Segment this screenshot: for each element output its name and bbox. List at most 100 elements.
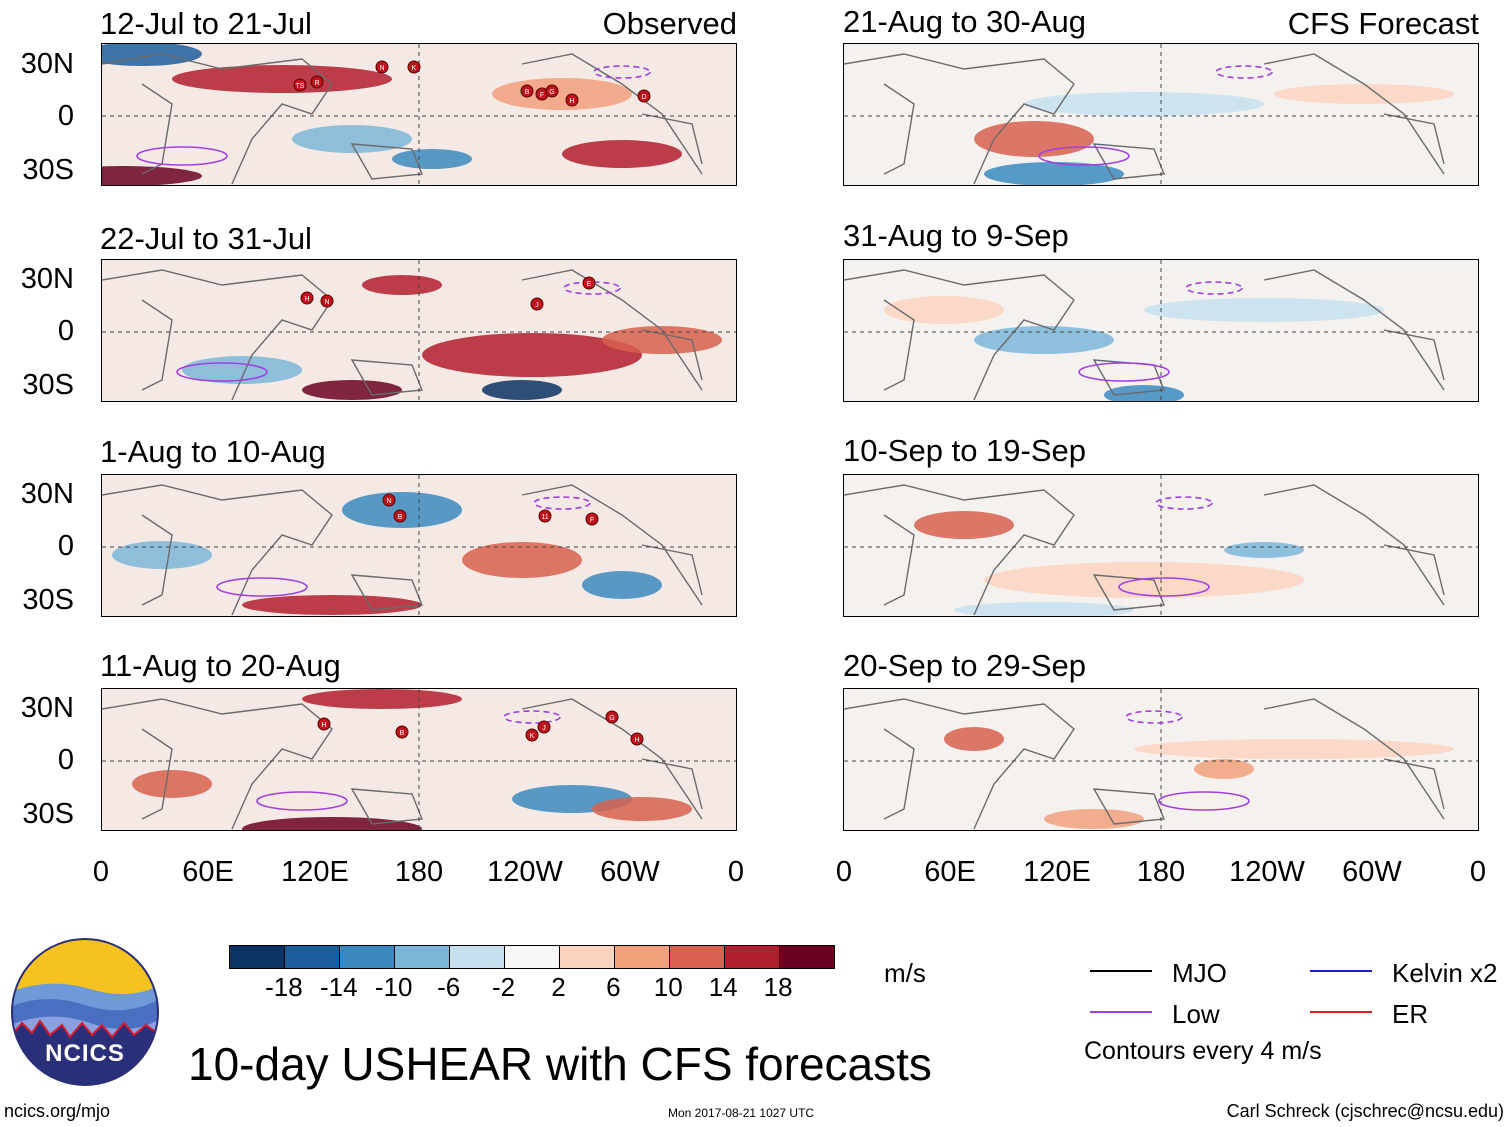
colorbar-tick-label: 14 <box>708 972 738 1002</box>
coastline <box>102 53 703 185</box>
shear-anomaly-region <box>102 166 202 185</box>
lat-label-eq: 0 <box>57 100 74 132</box>
shear-anomaly-region <box>302 380 402 400</box>
lat-label-30n: 30N <box>20 48 74 80</box>
contour-note: Contours every 4 m/s <box>1084 1037 1322 1065</box>
tropical-cyclone-icon: TS <box>293 78 307 92</box>
tropical-cyclone-icon: H <box>317 717 331 731</box>
low-contour-dashed <box>1215 65 1273 79</box>
colorbar-swatch <box>560 946 615 968</box>
map-field: H N J E <box>102 260 736 401</box>
tropical-cyclone-icon: 11 <box>538 509 552 523</box>
lat-label-30n: 30N <box>20 263 74 295</box>
shear-anomaly-region <box>914 511 1014 539</box>
coastline <box>844 698 1445 830</box>
lon-label: 60E <box>924 856 976 888</box>
storm-label: J <box>542 725 546 732</box>
footer-credit: Carl Schreck (cjschrec@ncsu.edu) <box>1226 1101 1504 1121</box>
lon-label: 180 <box>1136 856 1186 888</box>
lon-label: 0 <box>835 856 853 888</box>
map-field: TS R N K B F G H D <box>102 44 736 185</box>
lon-label: 0 <box>92 856 110 888</box>
storm-label: H <box>569 98 574 105</box>
low-contour <box>256 791 348 811</box>
tropical-cyclone-icon: H <box>565 93 579 107</box>
lat-label-eq: 0 <box>57 315 74 347</box>
tropical-cyclone-icon: K <box>525 728 539 742</box>
colorbar-tick-label: -10 <box>374 972 413 1002</box>
storm-label: R <box>314 80 319 87</box>
shear-anomaly-region <box>592 797 692 821</box>
storm-label: H <box>321 722 326 729</box>
storm-label: K <box>530 733 535 740</box>
shear-anomaly-region <box>482 380 562 400</box>
tropical-cyclone-icon: B <box>395 725 409 739</box>
shear-anomaly-region <box>362 275 442 295</box>
low-contour-dashed <box>533 496 591 510</box>
colorbar-swatch <box>725 946 780 968</box>
shear-anomaly-region <box>422 333 642 377</box>
shear-anomaly-region <box>242 817 422 830</box>
lon-label: 120W <box>1229 856 1305 888</box>
legend-line-mjo <box>1090 970 1152 972</box>
panel-title-obs-1: 12-Jul to 21-Jul <box>100 6 312 41</box>
storm-label: G <box>549 89 554 96</box>
legend-line-low <box>1090 1011 1152 1013</box>
footer-url[interactable]: ncics.org/mjo <box>4 1101 111 1121</box>
lat-label-eq: 0 <box>57 744 74 776</box>
lon-label: 180 <box>394 856 444 888</box>
forecast-label: CFS Forecast <box>1287 6 1479 41</box>
shear-anomaly-region <box>884 296 1004 324</box>
map-panel-fc-1 <box>843 43 1479 186</box>
colorbar-tick-label: -14 <box>320 972 358 1002</box>
low-contour-dashed <box>593 65 651 79</box>
legend-label-mjo: MJO <box>1172 958 1227 988</box>
tropical-cyclone-icon: G <box>545 84 559 98</box>
tropical-cyclone-icon: N <box>382 493 396 507</box>
colorbar-tick-label: 18 <box>763 972 793 1002</box>
storm-label: F <box>540 92 544 99</box>
colorbar-swatch <box>780 946 834 968</box>
tropical-cyclone-icon: G <box>605 710 619 724</box>
colorbar-swatch <box>285 946 340 968</box>
panel-title-obs-2: 22-Jul to 31-Jul <box>100 221 312 256</box>
colorbar-swatch <box>230 946 285 968</box>
storm-label: G <box>609 715 614 722</box>
low-contour <box>1078 362 1170 382</box>
shear-anomaly-region <box>302 689 462 709</box>
panel-title-obs-3: 1-Aug to 10-Aug <box>100 434 326 469</box>
tropical-cyclone-icon: H <box>300 291 314 305</box>
shear-anomaly-region <box>984 162 1124 185</box>
lat-label-30n: 30N <box>20 478 74 510</box>
tropical-cyclone-icon: J <box>537 720 551 734</box>
shear-anomaly-region <box>1144 298 1384 322</box>
lat-label-30s: 30S <box>22 369 74 401</box>
shear-anomaly-region <box>1044 809 1144 829</box>
coastline <box>844 53 1445 185</box>
shear-anomaly-region <box>492 78 632 110</box>
coastline <box>844 484 1445 616</box>
low-contour <box>216 577 308 597</box>
storm-label: 11 <box>541 514 548 521</box>
colorbar-tick-label: 2 <box>551 972 566 1002</box>
shear-anomaly-region <box>1134 739 1454 759</box>
coastline <box>844 269 1445 401</box>
map-field: N B 11 F <box>102 475 736 616</box>
colorbar-tick-label: 10 <box>653 972 683 1002</box>
legend-label-er: ER <box>1392 999 1429 1029</box>
map-field: H B KJ G H <box>102 689 736 830</box>
map-panel-obs-3: N B 11 F <box>101 474 737 617</box>
tropical-cyclone-icon: B <box>393 509 407 523</box>
tropical-cyclone-icon: J <box>530 297 544 311</box>
lat-label-30s: 30S <box>22 154 74 186</box>
low-contour <box>1038 146 1130 166</box>
low-contour-dashed <box>503 710 561 724</box>
shear-anomaly-region <box>984 562 1304 598</box>
low-contour <box>1158 791 1250 811</box>
lat-label-30s: 30S <box>22 584 74 616</box>
colorbar-units: m/s <box>884 958 926 988</box>
shear-anomaly-region <box>974 326 1114 354</box>
colorbar-swatch <box>505 946 560 968</box>
low-contour <box>1118 577 1210 597</box>
shear-anomaly-region <box>1024 92 1264 116</box>
